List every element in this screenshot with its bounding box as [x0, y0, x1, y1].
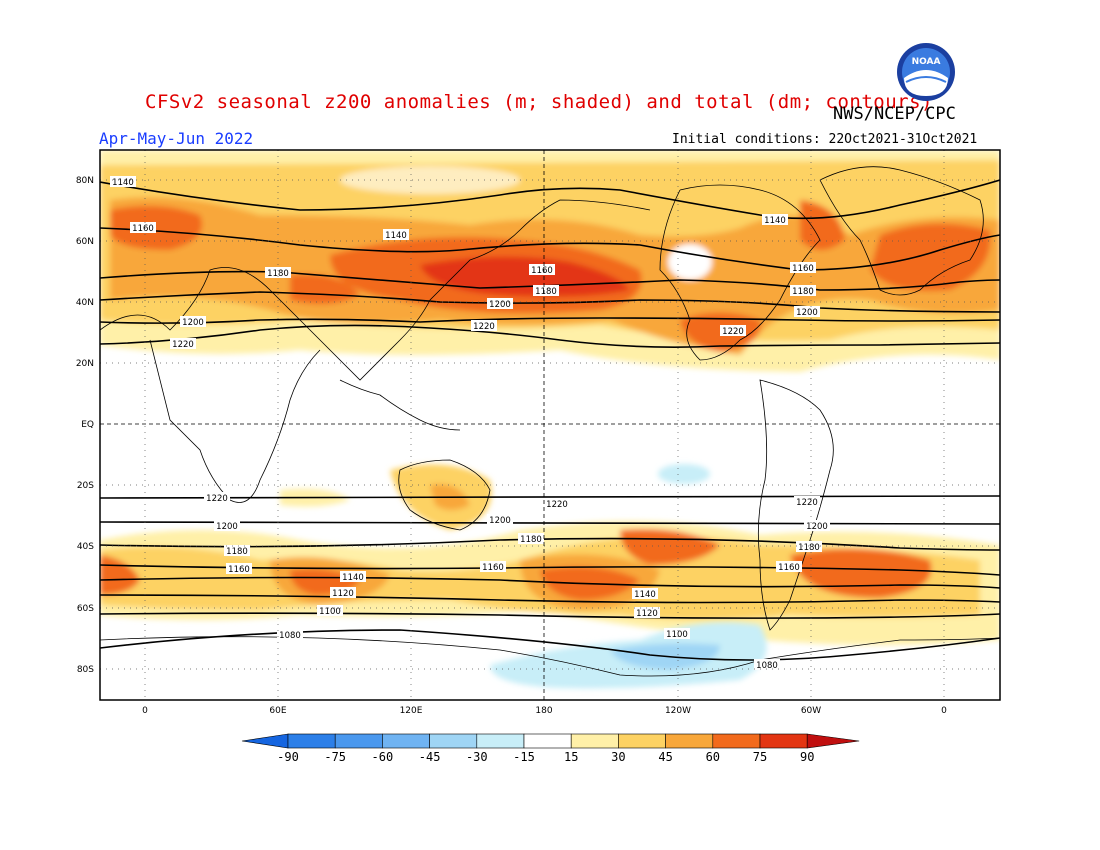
latitude-ticks: 80N 60N 40N 20N EQ 20S 40S 60S 80S [76, 176, 94, 675]
contour-label: 1200 [182, 318, 204, 328]
contour-label: 1220 [473, 322, 495, 332]
contour-label: 1180 [520, 535, 542, 545]
colorbar-label: -15 [513, 750, 535, 764]
lat-tick-label: 60S [77, 604, 94, 614]
negative-anomaly-shading [490, 464, 767, 689]
colorbar-label: 75 [753, 750, 767, 764]
colorbar-swatch [429, 733, 478, 749]
colorbar-swatch [334, 733, 383, 749]
colorbar-label: 15 [564, 750, 578, 764]
contour-label: 1140 [342, 573, 364, 583]
lat-tick-label: 80N [76, 176, 94, 186]
contour-label: 1140 [385, 231, 407, 241]
contour-label: 1140 [112, 178, 134, 188]
contour-label: 1200 [806, 522, 828, 532]
colorbar-swatch [382, 733, 430, 749]
colorbar-swatch [712, 733, 761, 749]
contour-label: 1200 [796, 308, 818, 318]
contour-label: 1160 [792, 264, 814, 274]
colorbar-arrow-high [806, 733, 860, 749]
contour-label: 1080 [279, 631, 301, 641]
lat-tick-label: EQ [81, 420, 94, 430]
contour-label: 1100 [666, 630, 688, 640]
colorbar-swatch [523, 733, 572, 749]
contour-label: 1180 [535, 287, 557, 297]
map-frame [99, 149, 1001, 701]
contour-label: 1220 [206, 494, 228, 504]
lat-tick-label: 40S [77, 542, 94, 552]
contour-label: 1120 [332, 589, 354, 599]
contour-label: 1160 [132, 224, 154, 234]
lon-tick-label: 120W [665, 706, 691, 716]
lat-tick-label: 20S [77, 481, 94, 491]
contour-label: 1160 [228, 565, 250, 575]
contour-label: 1180 [226, 547, 248, 557]
contour-label: 1180 [267, 269, 289, 279]
contour-label: 1160 [482, 563, 504, 573]
initial-conditions-label: Initial conditions: 22Oct2021-31Oct2021 [672, 132, 978, 147]
gridlines [100, 150, 1000, 700]
colorbar-swatch [476, 733, 525, 749]
noaa-logo: NOAA [897, 43, 955, 101]
lat-tick-label: 40N [76, 298, 94, 308]
colorbar-label: 60 [706, 750, 720, 764]
colorbar-label: 30 [611, 750, 625, 764]
colorbar-label: 45 [658, 750, 672, 764]
lon-tick-label: 60E [269, 706, 286, 716]
chart-title: CFSv2 seasonal z200 anomalies (m; shaded… [145, 91, 933, 113]
contour-label: 1220 [796, 498, 818, 508]
lat-tick-label: 80S [77, 665, 94, 675]
longitude-ticks: 0 60E 120E 180 120W 60W 0 [142, 706, 947, 716]
colorbar-swatch [759, 733, 808, 749]
contour-label: 1140 [764, 216, 786, 226]
colorbar-swatch [665, 733, 714, 749]
contour-label: 1140 [634, 590, 656, 600]
contour-labels: 1140 1160 1180 1200 1220 1140 1160 1180 … [110, 176, 830, 671]
colorbar-label: -30 [466, 750, 488, 764]
total-height-contours [100, 179, 1000, 661]
contour-label: 1200 [489, 300, 511, 310]
contour-label: 1160 [778, 563, 800, 573]
contour-label: 1220 [172, 340, 194, 350]
lat-tick-label: 60N [76, 237, 94, 247]
noaa-logo-text: NOAA [912, 57, 941, 67]
lon-tick-label: 0 [941, 706, 947, 716]
colorbar-label: -45 [419, 750, 441, 764]
lon-tick-label: 120E [400, 706, 423, 716]
contour-label: 1220 [722, 327, 744, 337]
colorbar-swatch [287, 733, 336, 749]
contour-label: 1200 [489, 516, 511, 526]
colorbar: -90 -75 -60 -45 -30 -15 15 30 45 60 75 90 [241, 733, 860, 764]
contour-label: 1160 [531, 266, 553, 276]
colorbar-label: -90 [277, 750, 299, 764]
anomaly-shading [100, 150, 1000, 372]
contour-label: 1100 [319, 607, 341, 617]
colorbar-swatch [618, 733, 666, 749]
colorbar-label: -75 [324, 750, 346, 764]
contour-label: 1220 [546, 500, 568, 510]
contour-label: 1180 [798, 543, 820, 553]
lon-tick-label: 60W [801, 706, 821, 716]
contour-label: 1120 [636, 609, 658, 619]
colorbar-swatch [570, 733, 619, 749]
lon-tick-label: 0 [142, 706, 148, 716]
contour-label: 1180 [792, 287, 814, 297]
colorbar-label: -60 [372, 750, 394, 764]
contour-label: 1200 [216, 522, 238, 532]
season-label: Apr-May-Jun 2022 [99, 129, 254, 148]
contour-label: 1080 [756, 661, 778, 671]
colorbar-label: 90 [800, 750, 814, 764]
lon-tick-label: 180 [535, 706, 552, 716]
reference-lines [100, 150, 1000, 700]
colorbar-arrow-low [241, 733, 289, 749]
lat-tick-label: 20N [76, 359, 94, 369]
agency-label: NWS/NCEP/CPC [833, 104, 956, 124]
